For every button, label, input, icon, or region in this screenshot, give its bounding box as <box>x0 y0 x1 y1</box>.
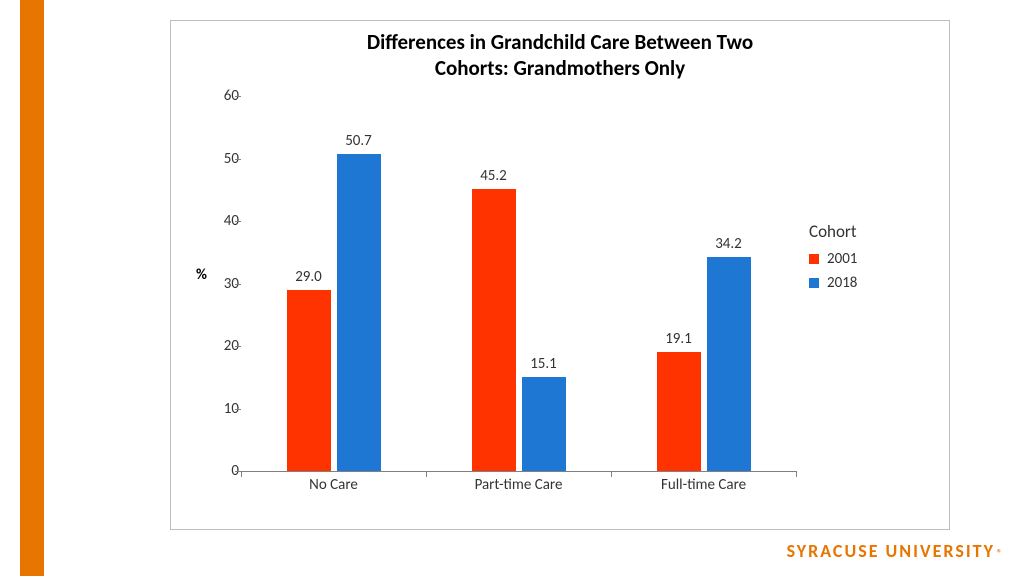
x-tick-mark <box>796 471 797 477</box>
bar <box>337 154 381 471</box>
legend-label: 2001 <box>827 250 857 268</box>
chart-title: Differences in Grandchild Care Between T… <box>171 29 949 81</box>
chart-title-line2: Cohorts: Grandmothers Only <box>171 55 949 81</box>
y-tick-mark <box>235 409 241 410</box>
bar <box>287 290 331 471</box>
logo-text: SYRACUSE UNIVERSITY <box>787 540 995 562</box>
bar <box>657 352 701 471</box>
slide: Differences in Grandchild Care Between T… <box>0 0 1024 576</box>
logo-dot: ® <box>997 546 1004 559</box>
chart-title-line1: Differences in Grandchild Care Between T… <box>171 29 949 55</box>
legend-item: 2018 <box>809 274 909 292</box>
bar <box>707 257 751 471</box>
y-tick-mark <box>235 96 241 97</box>
y-tick-mark <box>235 221 241 222</box>
y-tick-mark <box>235 159 241 160</box>
x-tick-mark <box>611 471 612 477</box>
plot-area: 29.0 50.7 45.2 15.1 19.1 34.2 <box>241 96 796 471</box>
x-tick: No Care <box>241 476 426 494</box>
university-logo: SYRACUSE UNIVERSITY® <box>787 540 1004 562</box>
bar-value-label: 29.0 <box>279 268 339 286</box>
y-axis-label: % <box>196 266 207 284</box>
bar-value-label: 50.7 <box>329 132 389 150</box>
legend: Cohort 2001 2018 <box>809 221 909 298</box>
legend-swatch <box>809 278 819 288</box>
bar <box>522 377 566 471</box>
bar-value-label: 19.1 <box>649 330 709 348</box>
y-tick-mark <box>235 346 241 347</box>
legend-label: 2018 <box>827 274 857 292</box>
legend-title: Cohort <box>809 221 909 242</box>
y-tick-mark <box>235 284 241 285</box>
x-axis-line <box>241 471 796 472</box>
bar <box>472 189 516 472</box>
x-tick-mark <box>426 471 427 477</box>
legend-swatch <box>809 254 819 264</box>
legend-item: 2001 <box>809 250 909 268</box>
bar-value-label: 15.1 <box>514 355 574 373</box>
bar-value-label: 34.2 <box>699 235 759 253</box>
bar-value-label: 45.2 <box>464 167 524 185</box>
x-tick: Part-time Care <box>426 476 611 494</box>
x-tick: Full-time Care <box>611 476 796 494</box>
chart-container: Differences in Grandchild Care Between T… <box>170 20 950 530</box>
accent-bar <box>20 0 44 576</box>
x-tick-mark <box>241 471 242 477</box>
